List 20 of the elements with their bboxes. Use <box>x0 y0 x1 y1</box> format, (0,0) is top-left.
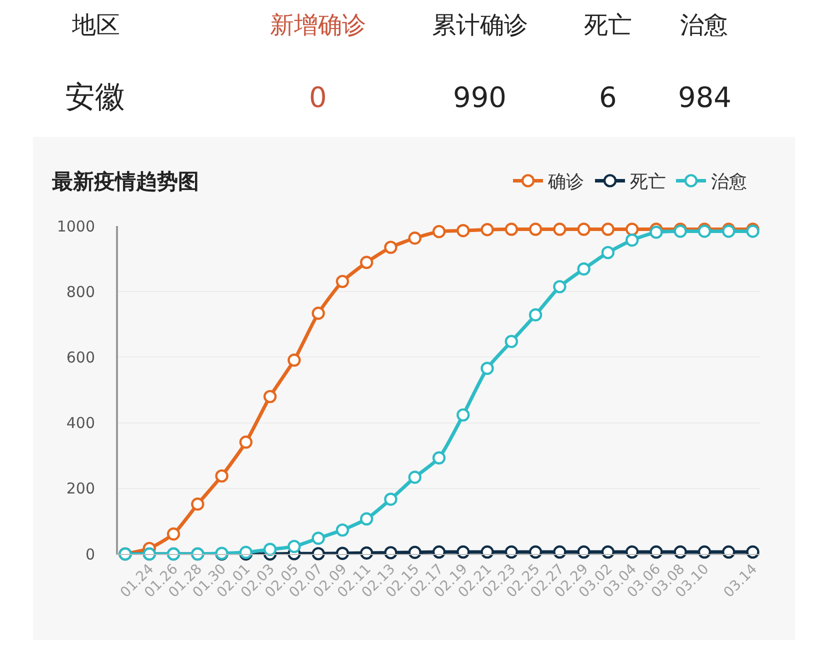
y-tick-label: 0 <box>85 545 95 564</box>
text: 6 <box>599 81 617 114</box>
legend-label: 治愈 <box>711 172 747 193</box>
chart-title: 最新疫情趋势图 <box>51 169 199 194</box>
y-tick-label: 1000 <box>56 217 95 236</box>
text: 984 <box>678 81 732 114</box>
legend-label: 死亡 <box>630 172 666 193</box>
y-tick-label: 200 <box>66 480 95 498</box>
y-tick-label: 800 <box>66 282 95 301</box>
text: 990 <box>453 81 506 114</box>
text: 地区 <box>71 11 120 39</box>
text: 安徽 <box>65 80 125 115</box>
legend-label: 确诊 <box>547 172 584 193</box>
y-tick-label: 600 <box>66 348 95 366</box>
text: 新增确诊 <box>270 11 366 39</box>
text: 治愈 <box>680 11 728 39</box>
text: 累计确诊 <box>432 11 528 39</box>
y-tick-label: 400 <box>66 414 95 432</box>
text: 0 <box>309 81 327 114</box>
text: 死亡 <box>584 11 632 39</box>
